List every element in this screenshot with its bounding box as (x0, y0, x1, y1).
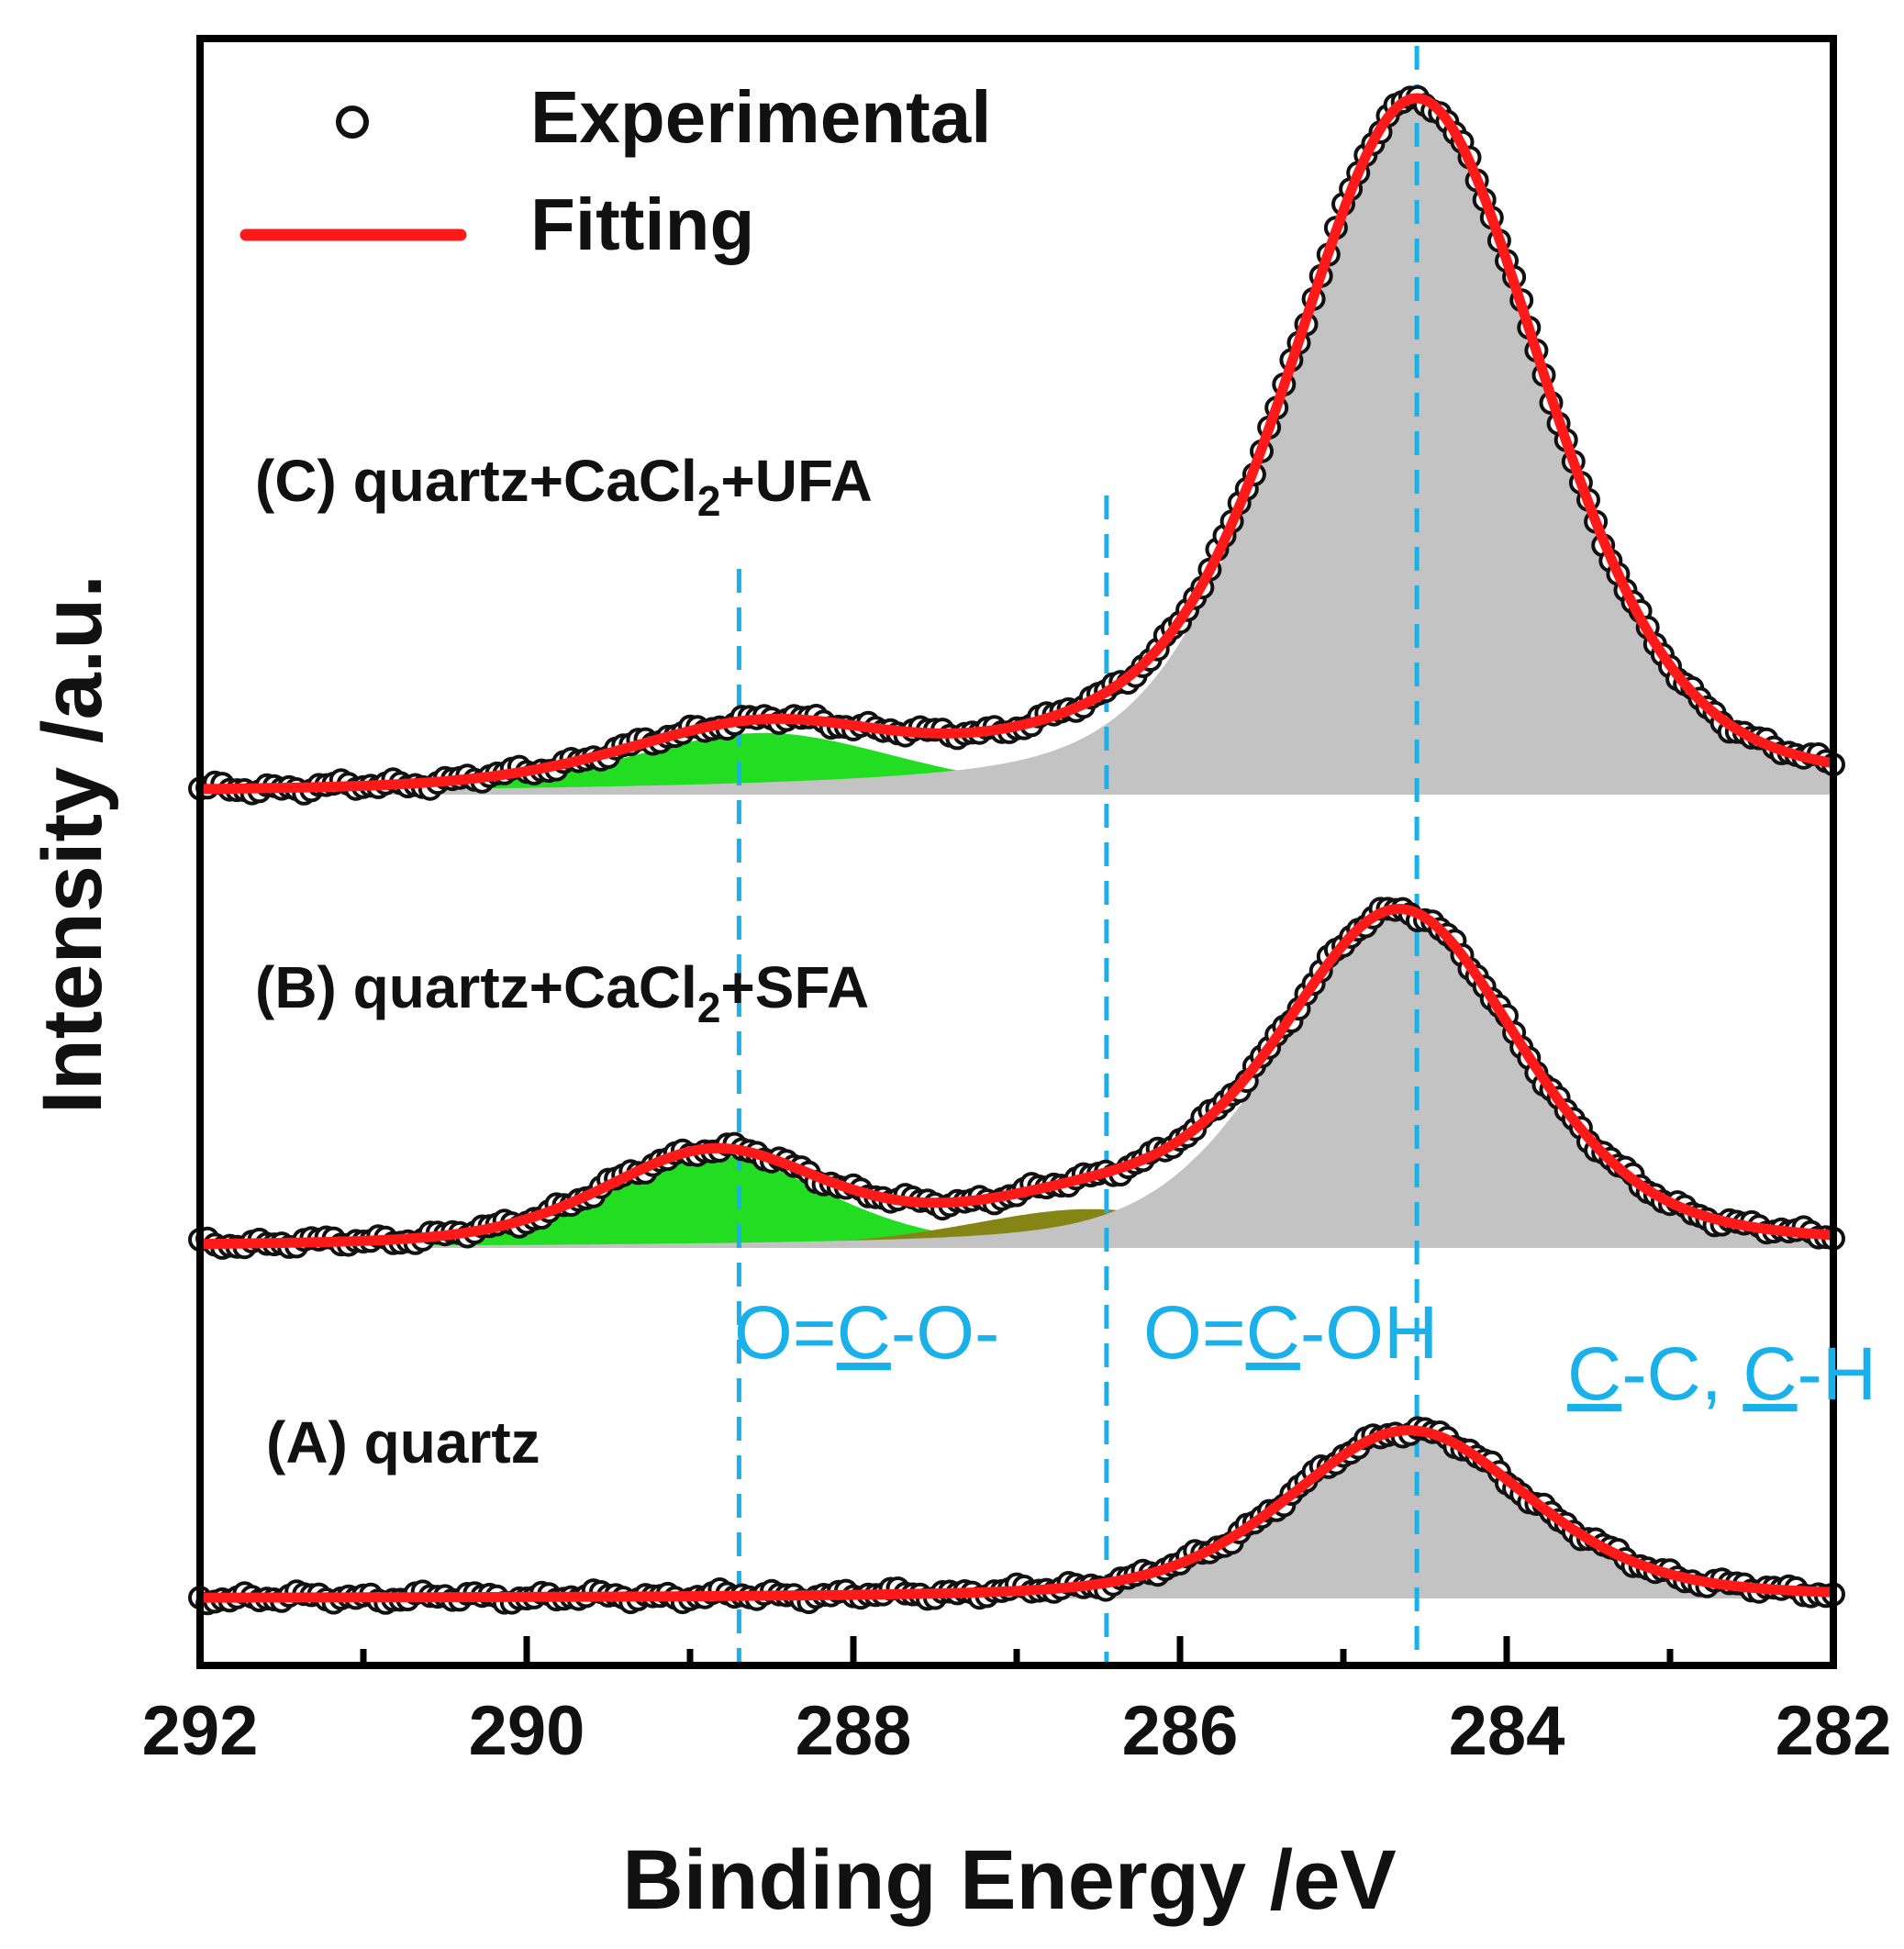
area-c-quartz-cacl2-ufa-c-c-c-h (200, 101, 1833, 795)
area-b-quartz-cacl2-sfa-o-c-oh (200, 1208, 1833, 1248)
area-b-quartz-cacl2-sfa-c-c-c-h (200, 913, 1833, 1248)
fit-curve-a-quartz (198, 1425, 1835, 1603)
reference-label: O=C-O- (734, 1291, 999, 1375)
legend-label-experimental: Experimental (530, 76, 991, 158)
legend-label-fitting: Fitting (530, 184, 754, 265)
area-c-quartz-cacl2-ufa-o-c-o (200, 732, 1833, 795)
reference-label: C-C, C-H (1567, 1332, 1876, 1416)
x-axis-label: Binding Energy /eV (622, 1833, 1396, 1927)
chart-text: (A) quartz (B) quartz+CaCl2+SFA (C) quartz… (26, 76, 1891, 1927)
legend-marker-circle (336, 106, 369, 139)
fit-curve-b-quartz-cacl2-sfa (198, 904, 1835, 1250)
x-tick-label: 290 (469, 1692, 585, 1770)
x-tick-label: 282 (1776, 1692, 1892, 1770)
component-areas (200, 101, 1833, 1598)
series-label-a-quartz: (A) quartz (266, 1409, 540, 1476)
area-b-quartz-cacl2-sfa-o-c-o (200, 1155, 1833, 1248)
x-tick-label: 288 (796, 1692, 912, 1770)
x-tick-label: 284 (1449, 1692, 1565, 1770)
fitting-curves (198, 93, 1835, 1603)
series-label-b-quartz-cacl2-sfa: (B) quartz+CaCl2+SFA (255, 954, 869, 1031)
y-axis-label: Intensity /a.u. (26, 574, 119, 1114)
fit-curve-c-quartz-cacl2-ufa (198, 93, 1835, 795)
reference-label: O=C-OH (1143, 1291, 1438, 1375)
x-axis-ticks (196, 1636, 1837, 1665)
legend: Experimental Fitting (239, 76, 991, 265)
x-tick-label: 292 (142, 1692, 259, 1770)
series-label-c-quartz-cacl2-ufa: (C) quartz+CaCl2+UFA (255, 448, 873, 525)
area-a-quartz-c-c-c-h (200, 1430, 1833, 1598)
x-tick-label: 286 (1122, 1692, 1239, 1770)
